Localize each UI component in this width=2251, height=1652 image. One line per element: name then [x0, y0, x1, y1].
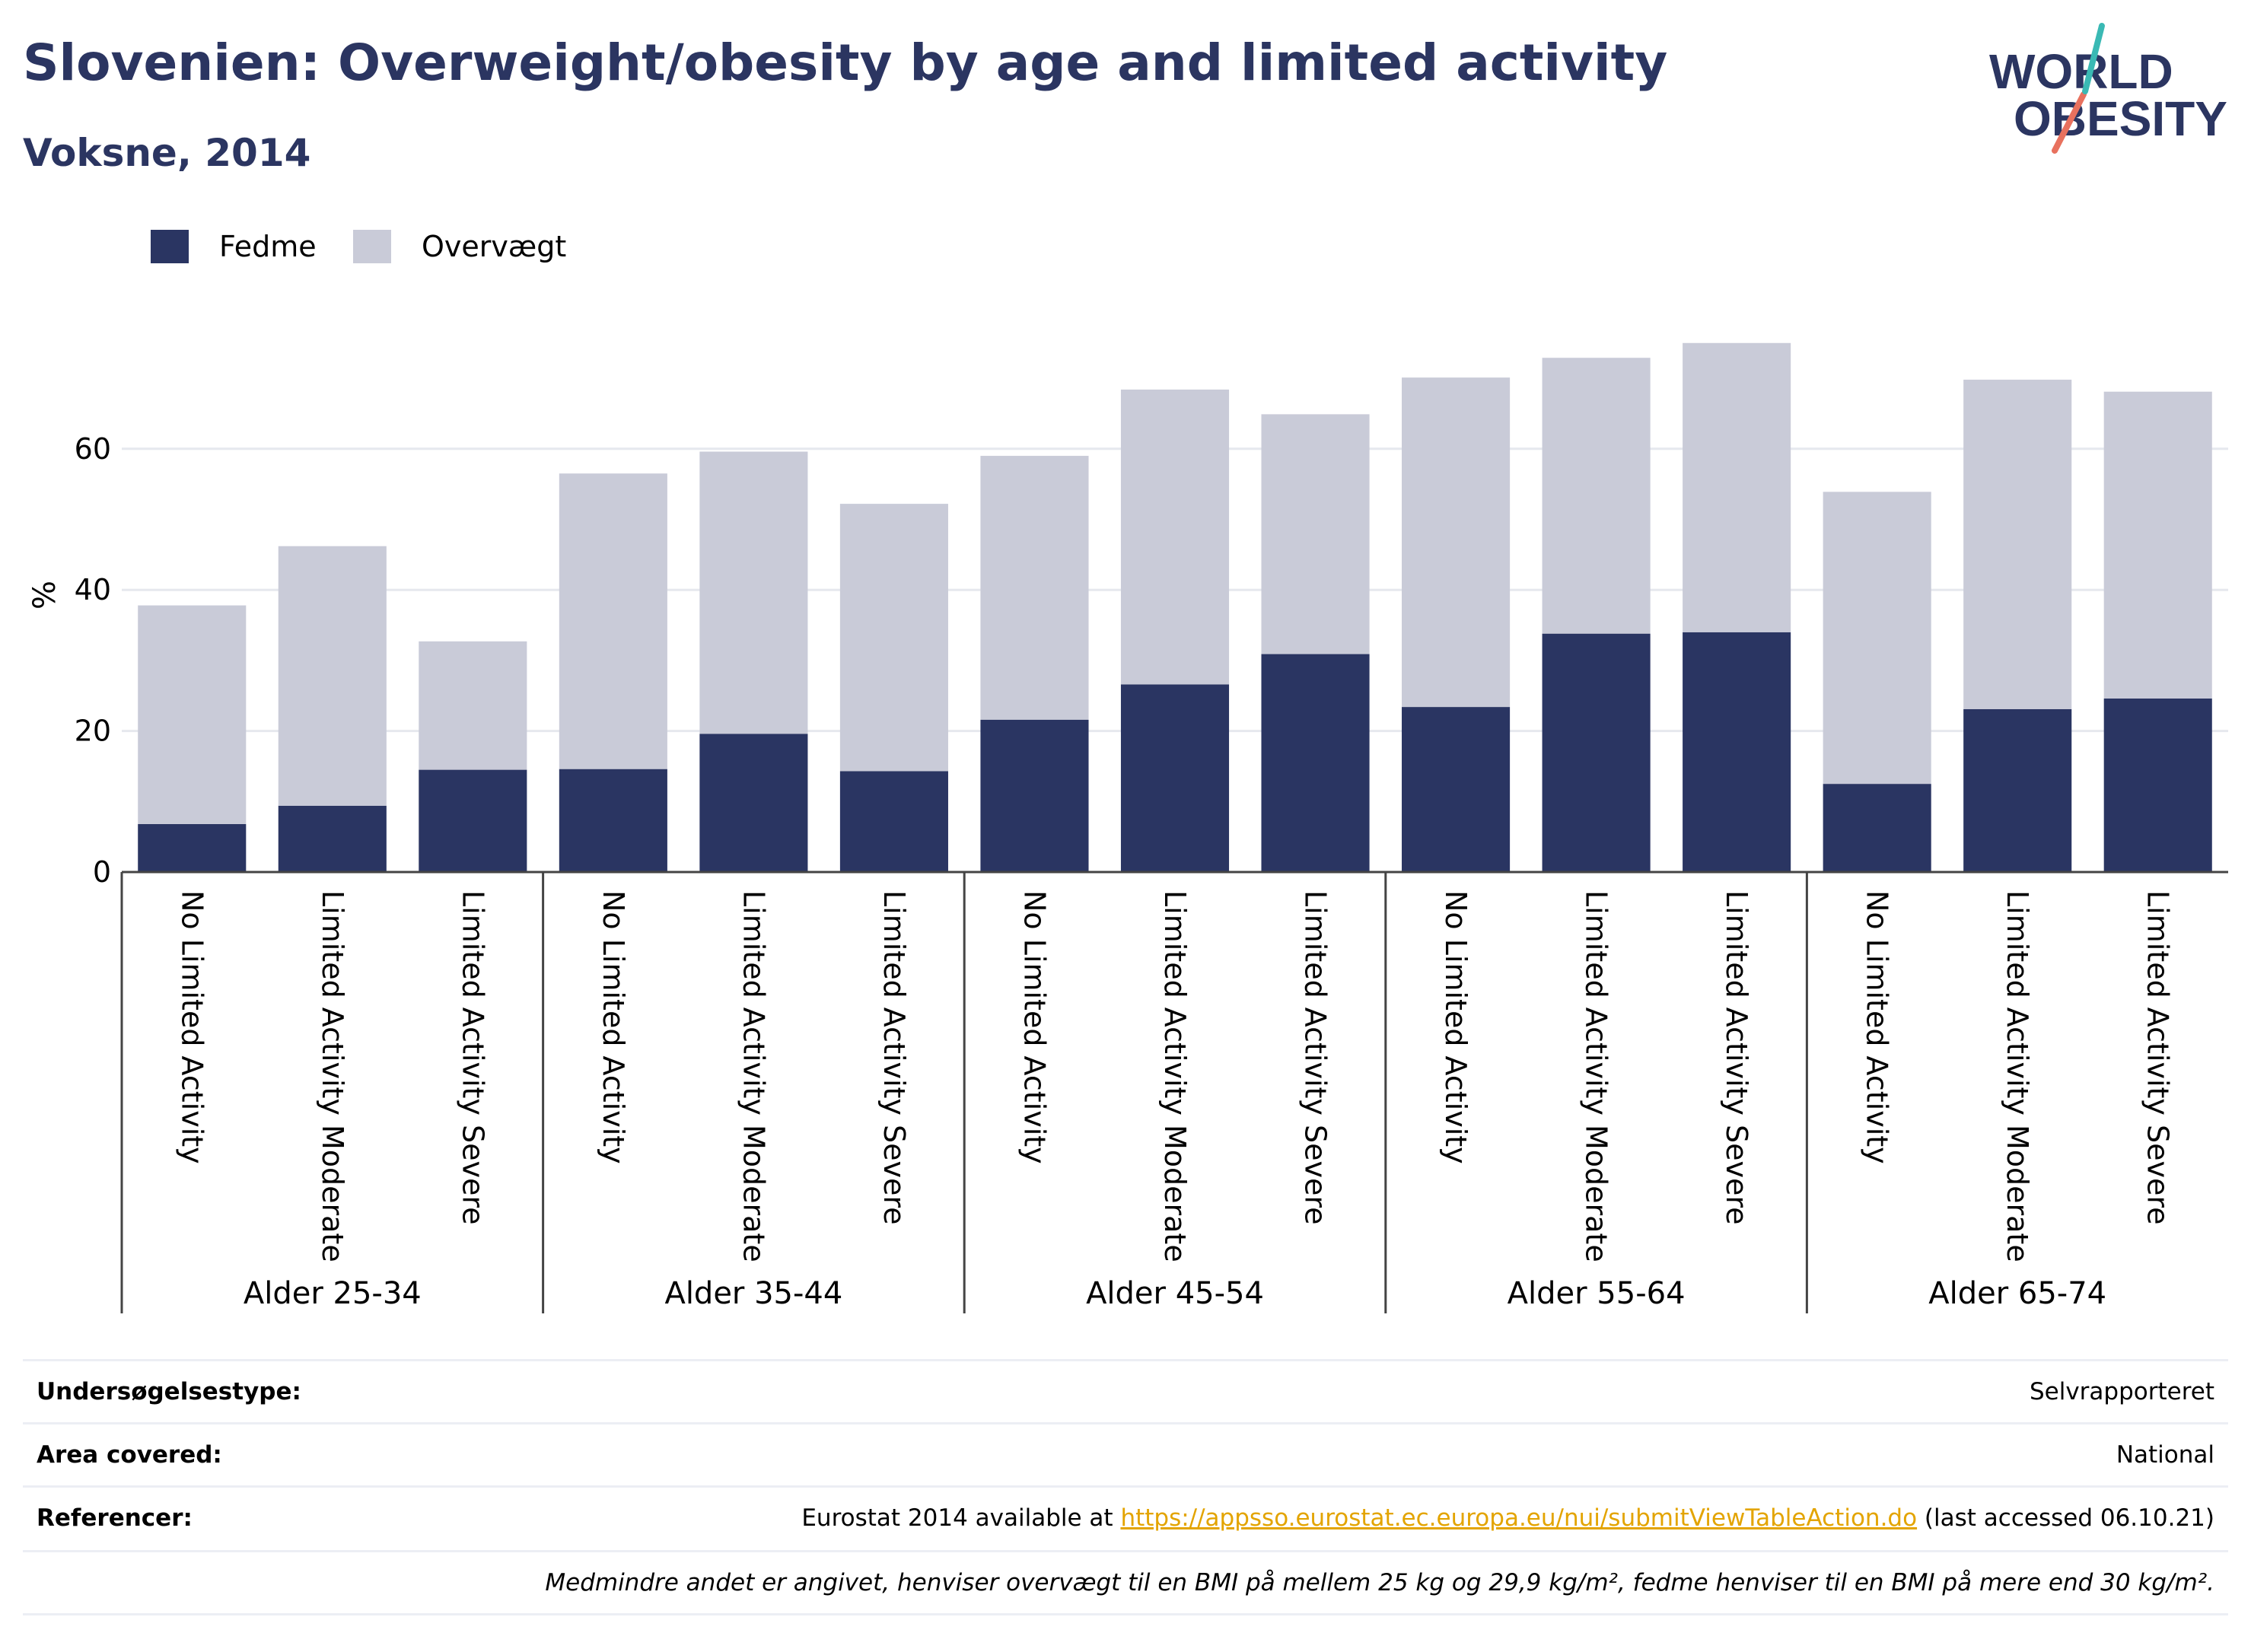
x-category-label: Limited Activity Moderate	[316, 890, 349, 1262]
chart-subtitle: Voksne, 2014	[23, 131, 311, 175]
area-label: Area covered:	[37, 1441, 222, 1469]
y-tick-label: 0	[93, 855, 111, 889]
x-category-label: Limited Activity Severe	[877, 890, 911, 1225]
bar-fedme	[1683, 632, 1791, 872]
bar-fedme	[1963, 708, 2072, 872]
group-label: Alder 25-34	[244, 1276, 422, 1311]
legend-swatch	[353, 230, 391, 263]
survey-label: Undersøgelsestype:	[37, 1378, 301, 1405]
reference-link[interactable]: https://appsso.eurostat.ec.europa.eu/nui…	[1120, 1504, 1918, 1532]
bar-overvaegt	[699, 451, 808, 734]
info-table: Undersøgelsestype: Selvrapporteret Area …	[23, 1359, 2228, 1615]
bar-fedme	[278, 805, 387, 872]
bar-chart: Fedme Overvægt 0 20 40 60% No Limited Activit…	[27, 230, 2228, 1313]
info-row-survey: Undersøgelsestype: Selvrapporteret	[23, 1359, 2228, 1422]
x-category-label: No Limited Activity	[597, 890, 630, 1164]
x-category-label: Limited Activity Moderate	[2001, 890, 2034, 1262]
bar-overvaegt	[419, 641, 527, 770]
reference-suffix: (last accessed 06.10.21)	[1917, 1504, 2214, 1532]
bar-overvaegt	[2103, 391, 2212, 699]
y-axis-label: %	[27, 581, 62, 610]
chart-title: Slovenien: Overweight/obesity by age and…	[23, 33, 1668, 92]
bar-overvaegt	[1823, 492, 1931, 785]
x-category-label: Limited Activity Severe	[456, 890, 489, 1225]
bmi-note: Medmindre andet er angivet, henviser ove…	[545, 1569, 2214, 1596]
x-category-label: No Limited Activity	[175, 890, 209, 1164]
logo-text-world: WORLD	[1989, 44, 2173, 99]
legend-label: Overvægt	[422, 230, 566, 263]
bar-fedme	[1542, 633, 1651, 872]
group-label: Alder 35-44	[664, 1276, 842, 1311]
bar-overvaegt	[839, 504, 948, 772]
bar-overvaegt	[1963, 379, 2072, 709]
bar-fedme	[1261, 654, 1370, 872]
references-label: Referencer:	[37, 1504, 193, 1532]
bar-overvaegt	[1683, 342, 1791, 632]
bars	[138, 342, 2212, 872]
bar-overvaegt	[1402, 377, 1511, 708]
x-category-label: Limited Activity Moderate	[1580, 890, 1613, 1262]
legend-swatch	[151, 230, 189, 263]
bar-fedme	[559, 769, 667, 872]
info-row-note: Medmindre andet er angivet, henviser ove…	[23, 1550, 2228, 1615]
bar-fedme	[699, 734, 808, 872]
y-tick-label: 20	[75, 715, 111, 748]
chart-legend: Fedme Overvægt	[151, 230, 566, 263]
info-row-area: Area covered: National	[23, 1422, 2228, 1485]
world-obesity-logo: WORLD OBESITY	[1989, 23, 2227, 154]
references-value: Eurostat 2014 available at https://appss…	[801, 1504, 2214, 1532]
x-category-label: Limited Activity Moderate	[737, 890, 770, 1262]
legend-label: Fedme	[219, 230, 317, 263]
bar-fedme	[839, 771, 948, 872]
x-category-label: No Limited Activity	[1861, 890, 1894, 1164]
x-category-label: No Limited Activity	[1017, 890, 1051, 1164]
x-category-label: Limited Activity Severe	[2141, 890, 2175, 1225]
x-category-label: No Limited Activity	[1439, 890, 1473, 1164]
bar-fedme	[980, 719, 1089, 872]
bar-fedme	[138, 823, 247, 872]
bar-overvaegt	[278, 546, 387, 806]
group-label: Alder 55-64	[1508, 1276, 1686, 1311]
bar-overvaegt	[138, 605, 247, 824]
bar-overvaegt	[559, 473, 667, 769]
bar-fedme	[1823, 784, 1931, 872]
bar-overvaegt	[1120, 389, 1230, 685]
x-category-label: Limited Activity Moderate	[1158, 890, 1192, 1262]
axes: 0 20 40 60% No Limited Activity Limited Activ…	[27, 432, 2228, 1313]
bar-overvaegt	[1261, 414, 1370, 654]
y-tick-label: 60	[75, 432, 111, 466]
bar-fedme	[419, 769, 527, 872]
logo-text-obesity: OBESITY	[2014, 91, 2227, 146]
bar-fedme	[1120, 684, 1230, 872]
survey-value: Selvrapporteret	[2029, 1378, 2214, 1405]
bar-fedme	[1402, 707, 1511, 872]
info-row-references: Referencer: Eurostat 2014 available at h…	[23, 1485, 2228, 1550]
bar-fedme	[2103, 698, 2212, 872]
bar-overvaegt	[1542, 358, 1651, 634]
x-category-label: Limited Activity Severe	[1720, 890, 1753, 1225]
y-tick-label: 40	[75, 573, 111, 606]
bar-overvaegt	[980, 456, 1089, 720]
group-label: Alder 45-54	[1086, 1276, 1264, 1311]
area-value: National	[2116, 1441, 2214, 1469]
group-label: Alder 65-74	[1928, 1276, 2106, 1311]
reference-prefix: Eurostat 2014 available at	[801, 1504, 1121, 1532]
x-category-label: Limited Activity Severe	[1299, 890, 1332, 1225]
